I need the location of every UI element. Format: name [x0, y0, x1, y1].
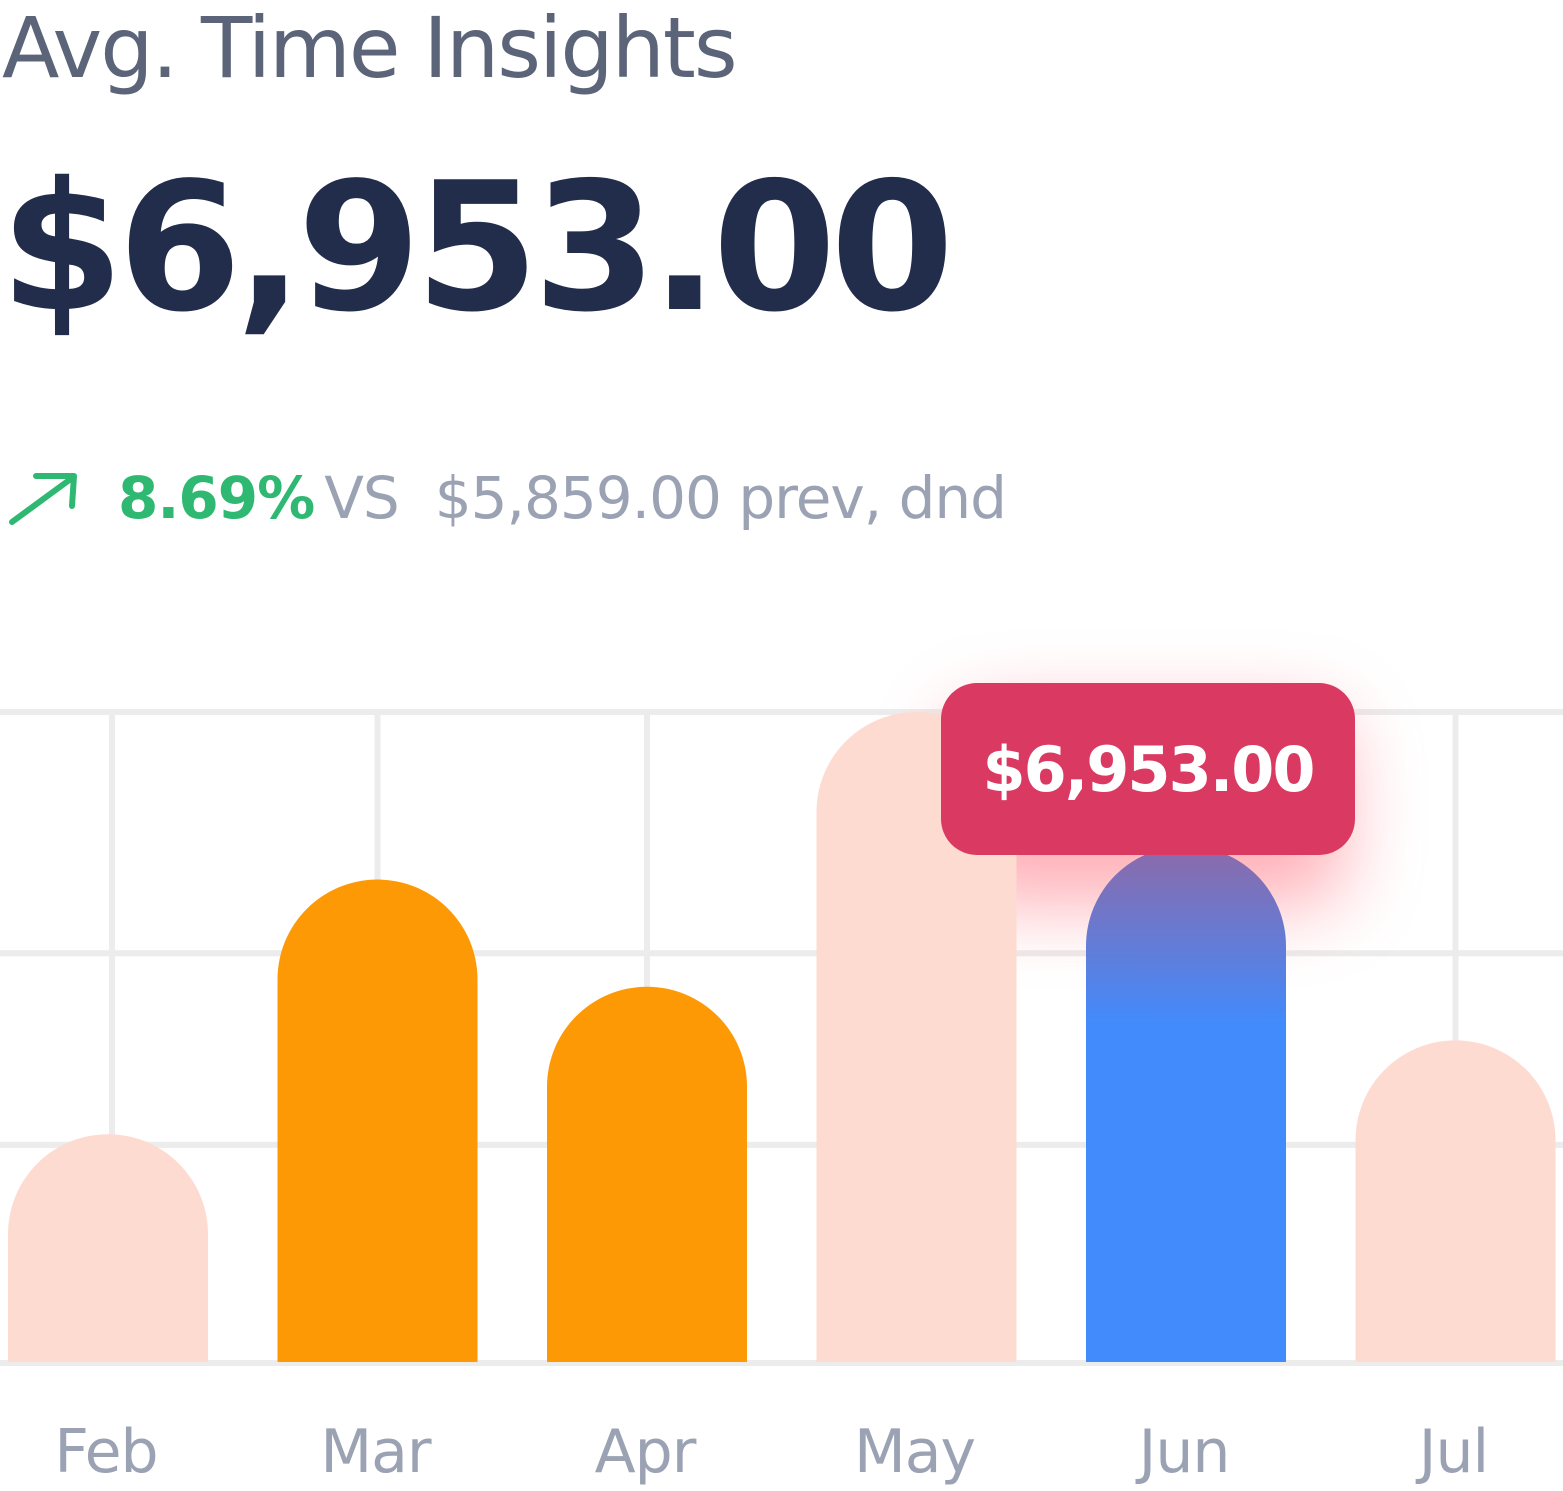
change-percent: 8.69% — [118, 464, 315, 532]
main-value: $6,953.00 — [0, 144, 954, 351]
bar-mar — [277, 879, 478, 1362]
bar-jun — [1086, 846, 1286, 1362]
comparison-row: 8.69% VS $5,859.00 prev, dnd — [6, 458, 1007, 538]
x-axis-labels: Feb Mar Apr May Jun Jul — [54, 1417, 1489, 1487]
bars — [8, 712, 1556, 1362]
x-tick-label: Jul — [1415, 1417, 1488, 1487]
card-title: Avg. Time Insights — [2, 0, 738, 97]
arrow-up-right-icon — [9, 473, 77, 525]
tooltip-value: $6,953.00 — [982, 733, 1313, 806]
vs-label: VS — [324, 464, 399, 532]
previous-value: $5,859.00 prev, dnd — [434, 464, 1007, 532]
tooltip: $6,953.00 — [941, 683, 1355, 855]
x-tick-label: Jun — [1135, 1417, 1230, 1487]
x-tick-label: May — [854, 1417, 975, 1487]
x-tick-label: Apr — [595, 1417, 697, 1487]
tooltip-box — [941, 683, 1355, 855]
bar-apr — [547, 986, 747, 1362]
bar-feb — [8, 1134, 208, 1362]
bar-jul — [1355, 1040, 1556, 1362]
x-tick-label: Feb — [54, 1417, 157, 1487]
x-tick-label: Mar — [320, 1417, 432, 1487]
bar-may — [816, 712, 1017, 1362]
